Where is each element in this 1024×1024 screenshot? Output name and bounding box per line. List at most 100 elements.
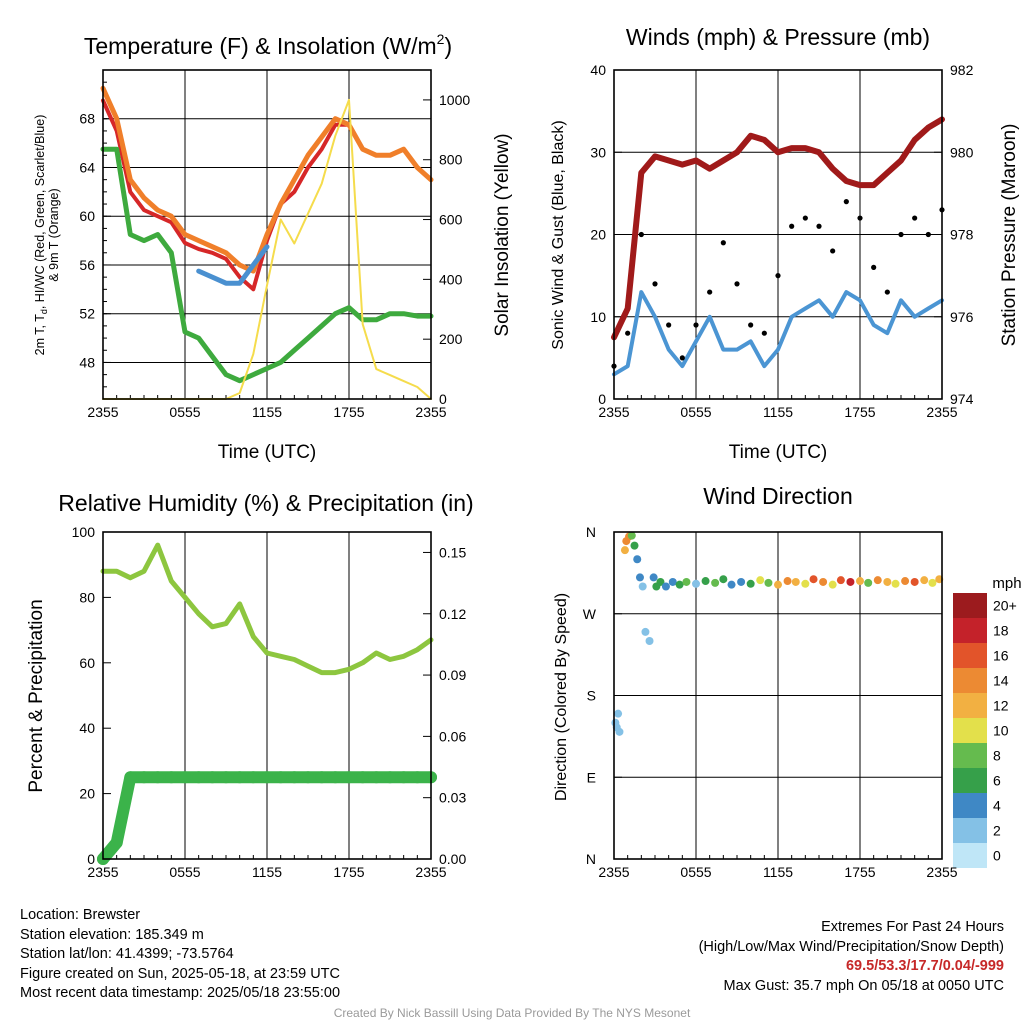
temperature-title: Temperature (F) & Insolation (W/m2): [84, 31, 452, 59]
colorbar-label: 16: [993, 648, 1009, 664]
humidity-y2-tick-label: 0.06: [439, 728, 466, 744]
direction-point: [711, 578, 720, 587]
direction-title: Wind Direction: [703, 483, 853, 509]
winds-plot-border: [613, 69, 943, 400]
colorbar-swatch: [953, 668, 987, 693]
precipitation-point: [288, 771, 301, 784]
direction-x-tick-label: 1155: [763, 864, 793, 880]
direction-point: [864, 578, 873, 587]
direction-y-label-left: Direction (Colored By Speed): [553, 593, 570, 801]
direction-point: [661, 582, 670, 591]
temperature-x-tick-label: 2355: [415, 404, 446, 420]
hi-wc-line: [196, 244, 270, 286]
colorbar-label: 2: [993, 823, 1001, 839]
winds-x-tick-label: 2355: [598, 404, 629, 420]
temperature-y-tick-label: 64: [79, 159, 95, 175]
direction-point: [746, 579, 755, 588]
direction-point: [727, 580, 736, 589]
precipitation-point: [397, 771, 410, 784]
colorbar-swatch: [953, 843, 987, 868]
humidity-title: Relative Humidity (%) & Precipitation (i…: [58, 490, 473, 516]
gust-point: [679, 355, 685, 361]
direction-point: [756, 576, 765, 585]
temperature-y2-tick-label: 600: [439, 212, 463, 228]
precipitation-point: [110, 836, 123, 849]
direction-point: [910, 577, 919, 586]
humidity-y2-tick-label: 0.03: [439, 790, 466, 806]
winds-y2-tick-label: 974: [950, 391, 974, 407]
extremes-values: 69.5/53.3/17.7/0.04/-999: [845, 958, 1004, 974]
direction-point: [783, 577, 792, 586]
winds-title: Winds (mph) & Pressure (mb): [626, 24, 930, 50]
gust-point: [748, 322, 754, 328]
direction-point: [883, 577, 892, 586]
gust-point: [925, 231, 931, 238]
colorbar-swatch: [953, 718, 987, 743]
gust-point: [857, 215, 863, 221]
precipitation-point: [329, 771, 342, 784]
humidity-y-tick-label: 20: [79, 786, 95, 802]
winds-y2-tick-label: 978: [950, 227, 974, 243]
colorbar-label: 6: [993, 773, 1001, 789]
precipitation-point: [274, 771, 287, 784]
temperature-y2-tick-label: 800: [439, 152, 463, 168]
direction-x-tick-label: 0555: [680, 864, 711, 880]
speed-colorbar: 0 2 4 6 8 10 12 14 16 18 20+: [953, 593, 1017, 868]
direction-point: [828, 580, 837, 589]
temperature-y-tick-label: 52: [79, 306, 95, 322]
precipitation-point: [220, 771, 232, 784]
winds-y-tick-label: 30: [590, 144, 606, 160]
station-pressure-line: [611, 116, 945, 341]
direction-point: [891, 579, 900, 588]
direction-point: [615, 727, 624, 736]
relative-humidity-line: [100, 542, 434, 676]
colorbar-label: 10: [993, 723, 1009, 739]
direction-point: [656, 577, 665, 586]
direction-panel: Wind Direction Direction (Colored By Spe…: [553, 483, 1022, 880]
precipitation-point: [165, 771, 178, 784]
direction-point: [791, 577, 800, 586]
humidity-x-tick-label: 2355: [415, 864, 446, 880]
station-elevation: Station elevation: 185.349 m: [20, 926, 204, 943]
humidity-plot-border: [102, 531, 432, 860]
precipitation-point: [315, 771, 328, 784]
direction-point: [873, 576, 882, 585]
winds-y-tick-label: 10: [590, 309, 606, 325]
precipitation-point: [356, 771, 369, 784]
direction-y-tick-label: N: [586, 524, 596, 540]
direction-plot-border: [613, 531, 943, 860]
direction-point: [638, 582, 647, 591]
direction-point: [719, 575, 728, 584]
humidity-panel: Relative Humidity (%) & Precipitation (i…: [26, 490, 474, 880]
colorbar-swatch: [953, 643, 987, 668]
temperature-y-tick-label: 60: [79, 208, 95, 224]
colorbar-swatch: [953, 618, 987, 643]
gust-point: [707, 289, 713, 295]
sonic-wind-line: [612, 290, 944, 377]
temperature-y-label-left-2: & 9m T (Orange): [47, 188, 61, 281]
direction-point: [701, 577, 710, 586]
precipitation-point: [343, 771, 355, 784]
colorbar-label: 12: [993, 698, 1009, 714]
temperature-x-label: Time (UTC): [218, 442, 317, 463]
direction-point: [633, 555, 642, 564]
max-gust: Max Gust: 35.7 mph On 05/18 at 0050 UTC: [723, 977, 1004, 994]
direction-point: [635, 573, 644, 582]
humidity-y-tick-label: 0: [87, 851, 95, 867]
winds-x-tick-label: 2355: [926, 404, 957, 420]
gust-point: [884, 289, 890, 295]
gust-point: [843, 199, 849, 205]
direction-point: [668, 577, 677, 586]
extremes-info: Extremes For Past 24 Hours (High/Low/Max…: [699, 918, 1004, 996]
temperature-y-label-left: 2m T, Td, HI/WC (Red, Green, Scarlet/Blu…: [33, 115, 49, 356]
precipitation-point: [124, 771, 137, 784]
winds-y2-tick-label: 982: [950, 62, 974, 78]
colorbar-label: 14: [993, 673, 1009, 689]
direction-y-tick-label: W: [583, 606, 597, 622]
precipitation-point: [151, 771, 164, 784]
temperature-panel: Temperature (F) & Insolation (W/m2) 2m T…: [33, 31, 513, 463]
winds-x-tick-label: 0555: [680, 404, 711, 420]
humidity-y-tick-label: 100: [72, 524, 96, 540]
figure-created: Figure created on Sun, 2025-05-18, at 23…: [20, 965, 340, 982]
colorbar-label: 8: [993, 748, 1001, 764]
